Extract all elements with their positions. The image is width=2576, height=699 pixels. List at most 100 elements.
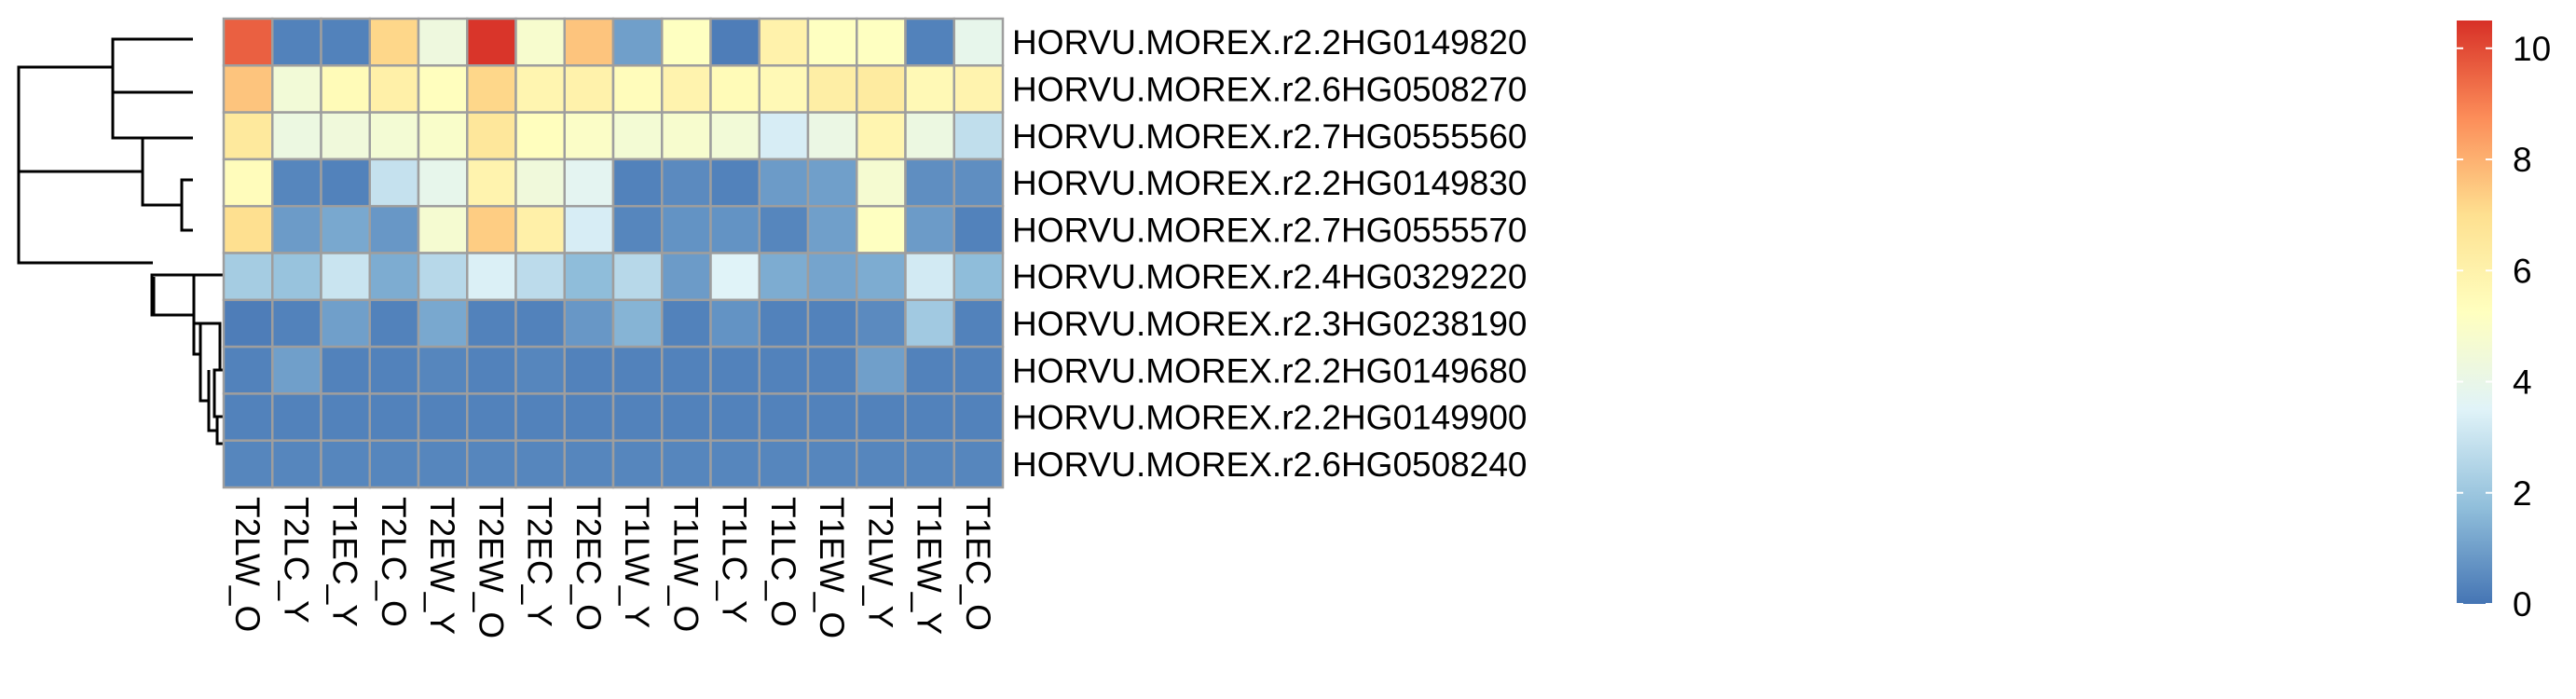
dendrogram-branch — [17, 170, 153, 265]
heatmap-cell — [368, 252, 420, 302]
dendrogram-branch — [180, 178, 193, 232]
heatmap-cell — [709, 252, 760, 302]
heatmap-cell — [222, 439, 274, 489]
heatmap-cell — [806, 392, 858, 442]
heatmap-cell — [271, 298, 322, 349]
heatmap-cell — [709, 111, 760, 161]
heatmap-cell — [222, 158, 274, 208]
row-label: HORVU.MOREX.r2.2HG0149900 — [1012, 399, 1528, 437]
heatmap-cell — [514, 204, 566, 254]
heatmap-cell — [904, 298, 955, 349]
row-label: HORVU.MOREX.r2.3HG0238190 — [1012, 305, 1528, 343]
column-label: T2LW_Y — [861, 497, 899, 628]
heatmap-cell — [952, 252, 1005, 302]
heatmap-cell — [320, 298, 371, 349]
column-label: T2LC_Y — [277, 497, 315, 624]
heatmap-cell — [758, 17, 810, 67]
column-label: T1EW_Y — [911, 497, 949, 635]
column-label: T1EC_Y — [326, 497, 364, 627]
legend-tick-label: 0 — [2513, 585, 2532, 624]
heatmap-cell — [709, 64, 760, 114]
heatmap-cell — [466, 64, 517, 114]
heatmap-cell — [320, 204, 371, 254]
heatmap-cell — [709, 158, 760, 208]
heatmap-cell — [952, 111, 1005, 161]
heatmap-cell — [417, 17, 469, 67]
dendrogram-branch — [111, 92, 193, 140]
heatmap-cell — [758, 158, 810, 208]
heatmap-cell — [856, 345, 907, 395]
heatmap-cell — [320, 64, 371, 114]
heatmap-cell — [563, 111, 615, 161]
heatmap-cell — [856, 392, 907, 442]
heatmap-cell — [611, 64, 664, 114]
column-label: T1EW_O — [813, 497, 851, 638]
heatmap-cell — [563, 392, 615, 442]
heatmap-cell — [806, 439, 858, 489]
heatmap-cell — [368, 17, 420, 67]
legend-tick-label: 10 — [2513, 30, 2551, 68]
heatmap-cell — [611, 111, 664, 161]
heatmap-cell — [466, 345, 517, 395]
heatmap-cell — [758, 64, 810, 114]
heatmap-cell — [417, 252, 469, 302]
heatmap-cell — [661, 158, 712, 208]
heatmap-cell — [661, 64, 712, 114]
heatmap-cell — [806, 252, 858, 302]
heatmap-cell — [806, 345, 858, 395]
heatmap-cell — [856, 17, 907, 67]
legend-tick-label: 8 — [2513, 141, 2532, 179]
heatmap-cell — [222, 111, 274, 161]
heatmap-cell — [514, 298, 566, 349]
heatmap-cell — [563, 345, 615, 395]
heatmap-cell — [222, 392, 274, 442]
heatmap-cell — [709, 392, 760, 442]
heatmap-cell — [661, 345, 712, 395]
heatmap-cell — [611, 392, 664, 442]
column-label: T1LC_Y — [716, 497, 754, 624]
heatmap-cell — [806, 158, 858, 208]
row-dendrogram — [17, 37, 224, 445]
dendrogram-branch — [141, 138, 183, 207]
heatmap-cell — [709, 298, 760, 349]
heatmap-cell — [271, 252, 322, 302]
dendrogram-branch — [192, 275, 200, 356]
column-label: T2LW_O — [228, 497, 267, 632]
heatmap-cell — [368, 111, 420, 161]
dendrogram-branch — [152, 277, 156, 317]
row-label: HORVU.MOREX.r2.2HG0149820 — [1012, 23, 1528, 62]
heatmap-cell — [563, 64, 615, 114]
heatmap-cell — [417, 111, 469, 161]
column-label: T2EW_O — [472, 497, 510, 638]
heatmap-cell — [320, 392, 371, 442]
heatmap-cell — [466, 204, 517, 254]
heatmap-cell — [466, 158, 517, 208]
dendrogram-branch — [199, 323, 210, 403]
heatmap-cell — [856, 64, 907, 114]
heatmap-cell — [222, 298, 274, 349]
heatmap-cell — [952, 204, 1005, 254]
heatmap-cell — [611, 252, 664, 302]
heatmap-cell — [417, 64, 469, 114]
row-label: HORVU.MOREX.r2.6HG0508240 — [1012, 445, 1528, 484]
heatmap-cell — [952, 64, 1005, 114]
heatmap-cell — [952, 298, 1005, 349]
heatmap-cell — [758, 298, 810, 349]
heatmap-cell — [611, 17, 664, 67]
heatmap-cell — [856, 111, 907, 161]
heatmap-cell — [271, 204, 322, 254]
heatmap-cell — [904, 439, 955, 489]
heatmap-cell — [417, 345, 469, 395]
dendrogram-branch — [207, 370, 216, 432]
column-label: T2LC_O — [375, 497, 413, 627]
heatmap-cell — [466, 252, 517, 302]
heatmap-cell — [514, 17, 566, 67]
heatmap-cell — [222, 204, 274, 254]
heatmap-cell — [904, 64, 955, 114]
heatmap-cell — [806, 64, 858, 114]
heatmap-cell — [611, 204, 664, 254]
heatmap-cell — [514, 439, 566, 489]
heatmap-cell — [709, 17, 760, 67]
heatmap-cell — [417, 392, 469, 442]
